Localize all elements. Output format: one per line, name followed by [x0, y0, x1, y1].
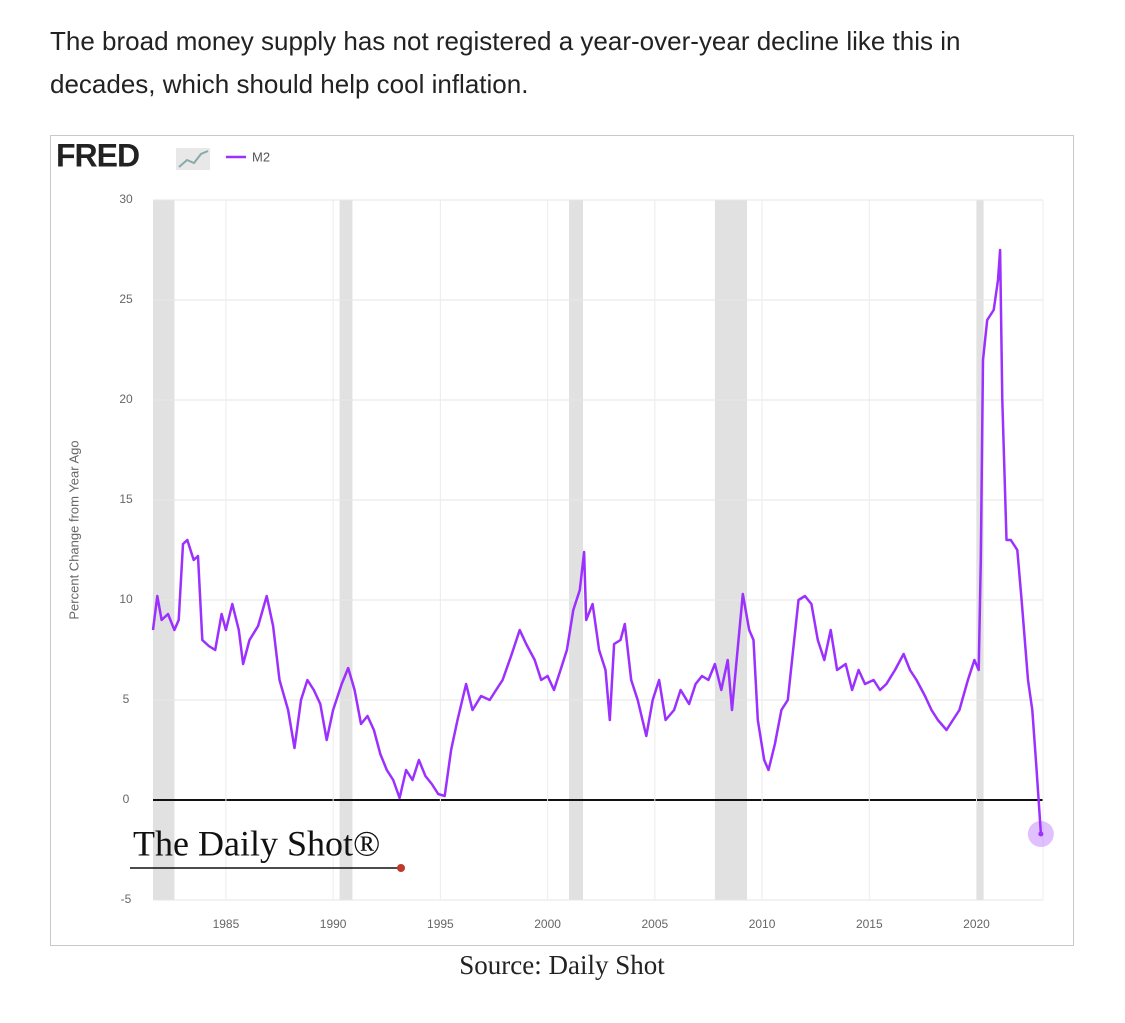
- y-tick-label: 10: [119, 592, 133, 606]
- source-note: Source: Daily Shot: [459, 950, 665, 980]
- y-tick-label: 20: [119, 392, 133, 406]
- y-tick-label: 0: [123, 792, 130, 806]
- y-axis-label: Percent Change from Year Ago: [66, 440, 81, 619]
- recession-band: [339, 200, 353, 900]
- watermark: The Daily Shot®: [133, 823, 380, 863]
- x-tick-label: 2010: [749, 917, 776, 931]
- recession-band: [569, 200, 583, 900]
- fred-icon: [176, 148, 210, 170]
- y-tick-label: 25: [119, 292, 133, 306]
- chart-frame: [50, 135, 1074, 946]
- caption-line: The broad money supply has not registere…: [50, 26, 960, 56]
- y-tick-label: 5: [123, 692, 130, 706]
- y-tick-label: -5: [121, 892, 132, 906]
- legend-label: M2: [252, 149, 270, 164]
- x-tick-label: 2005: [641, 917, 668, 931]
- fred-logo: FRED: [56, 137, 139, 173]
- x-tick-label: 2000: [534, 917, 561, 931]
- x-tick-label: 2015: [856, 917, 883, 931]
- x-tick-label: 2020: [963, 917, 990, 931]
- recession-band: [714, 200, 748, 900]
- recession-band: [153, 200, 175, 900]
- y-tick-label: 30: [119, 192, 133, 206]
- x-tick-label: 1995: [427, 917, 454, 931]
- series-line: [151, 248, 1043, 835]
- x-tick-label: 1990: [320, 917, 347, 931]
- y-tick-label: 15: [119, 492, 133, 506]
- caption-line: decades, which should help cool inflatio…: [50, 69, 528, 99]
- last-point: [1038, 831, 1044, 837]
- x-tick-label: 1985: [213, 917, 240, 931]
- watermark-dot: [397, 864, 405, 872]
